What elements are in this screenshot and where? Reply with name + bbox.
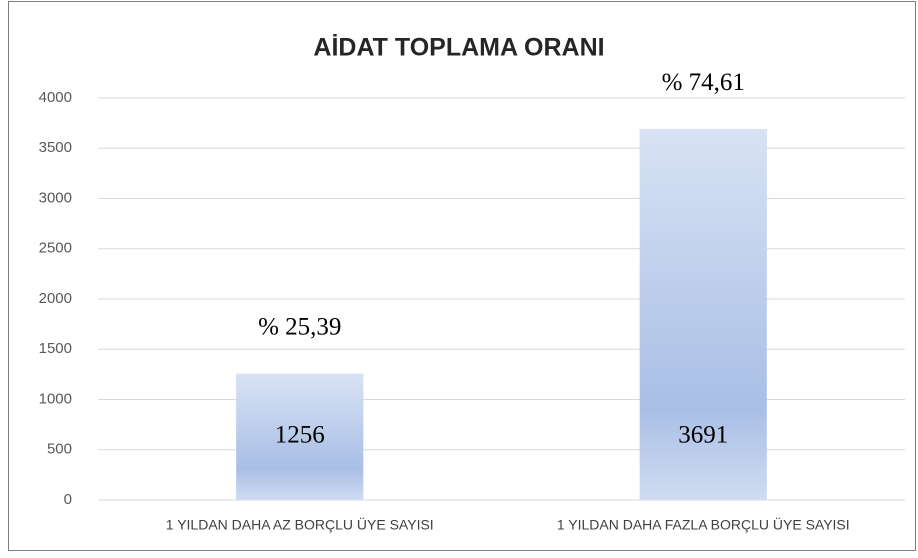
y-tick-label: 3000 <box>39 189 72 206</box>
y-tick-label: 1500 <box>39 340 72 357</box>
y-tick-label: 1000 <box>39 390 72 407</box>
bar-shade <box>236 373 364 500</box>
y-tick-label: 2000 <box>39 290 72 307</box>
x-tick-label: 1 YILDAN DAHA AZ BORÇLU ÜYE SAYISI <box>166 516 434 533</box>
chart-frame <box>8 1 916 551</box>
data-label: 3691 <box>678 422 728 449</box>
chart-title: AİDAT TOPLAMA ORANI <box>313 34 604 62</box>
y-tick-label: 4000 <box>39 89 72 106</box>
y-tick-label: 2500 <box>39 240 72 257</box>
y-tick-label: 0 <box>64 491 72 508</box>
y-tick-label: 500 <box>47 441 72 458</box>
annotation: % 25,39 <box>258 314 341 341</box>
y-tick-label: 3500 <box>39 139 72 156</box>
data-label: 1256 <box>275 422 325 449</box>
bar-shade <box>639 129 767 500</box>
x-tick-label: 1 YILDAN DAHA FAZLA BORÇLU ÜYE SAYISI <box>557 516 850 533</box>
annotation: % 74,61 <box>662 69 745 96</box>
